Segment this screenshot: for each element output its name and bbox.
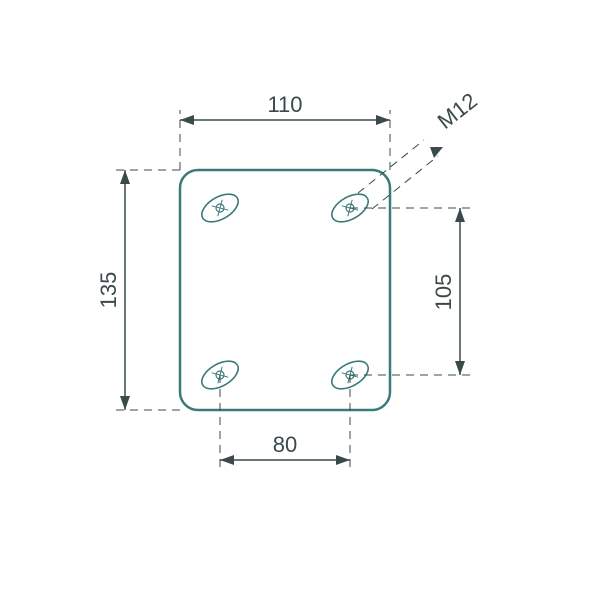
dimension-lines: 110 80 135 105 M12 xyxy=(96,88,482,465)
extension-lines xyxy=(115,110,470,470)
dim-top-width: 110 xyxy=(267,92,302,117)
plate-outline xyxy=(180,170,390,410)
dim-hole-callout: M12 xyxy=(433,88,482,134)
dim-left-height: 135 xyxy=(96,272,121,309)
dim-right-height: 105 xyxy=(431,274,456,311)
drawing-canvas: 110 80 135 105 M12 xyxy=(0,0,600,600)
dim-bottom-width: 80 xyxy=(273,432,297,457)
mounting-holes xyxy=(197,188,373,394)
